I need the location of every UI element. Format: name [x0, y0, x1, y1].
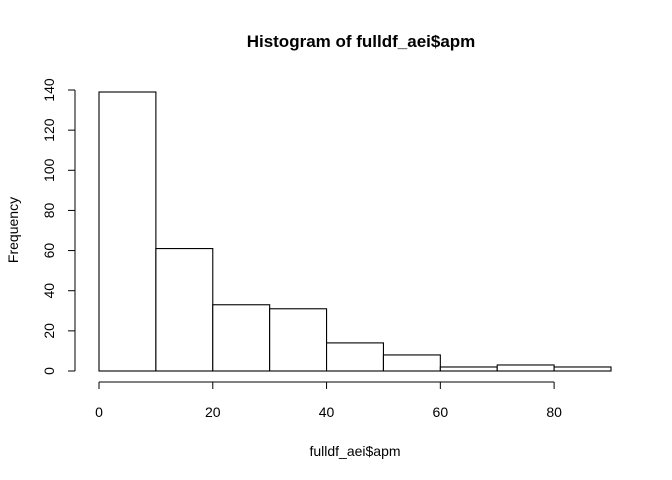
y-tick-label: 60 — [41, 243, 57, 259]
y-tick-label: 0 — [41, 367, 57, 375]
y-tick-label: 120 — [41, 118, 57, 142]
chart-title: Histogram of fulldf_aei$apm — [247, 32, 476, 51]
x-axis-label: fulldf_aei$apm — [309, 443, 400, 459]
y-tick-label: 80 — [41, 202, 57, 218]
histogram-bar — [496, 364, 555, 372]
histogram-bar — [326, 342, 384, 372]
histogram-bar — [553, 366, 612, 372]
x-tick-label: 80 — [546, 404, 562, 420]
x-axis: 0 20 40 60 80 — [95, 381, 562, 420]
y-tick-label: 40 — [41, 283, 57, 299]
histogram-bar — [382, 354, 441, 372]
y-tick-label: 20 — [41, 323, 57, 339]
y-tick-label: 140 — [41, 78, 57, 102]
histogram-bar — [98, 91, 157, 372]
x-tick-label: 0 — [95, 404, 103, 420]
bars-group — [98, 91, 612, 372]
y-tick-label: 100 — [41, 158, 57, 182]
histogram-bar — [212, 304, 271, 372]
histogram-bar — [155, 248, 214, 372]
histogram-bar — [439, 366, 498, 372]
histogram-bar — [269, 308, 328, 372]
x-tick-label: 60 — [433, 404, 449, 420]
y-axis-label: Frequency — [5, 197, 21, 263]
y-axis: 0 20 40 60 80 100 120 140 — [41, 78, 76, 375]
x-tick-label: 40 — [319, 404, 335, 420]
x-tick-label: 20 — [205, 404, 221, 420]
